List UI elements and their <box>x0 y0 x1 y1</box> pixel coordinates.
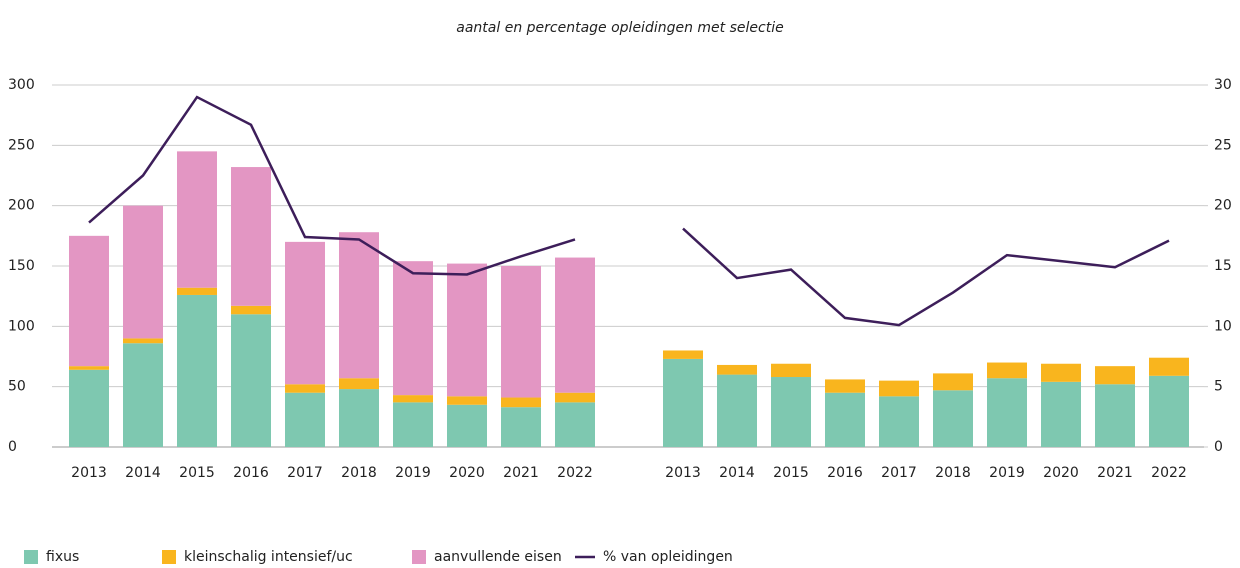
bar-segment <box>339 232 379 379</box>
bar-segment <box>717 374 757 447</box>
legend-label: fixus <box>46 549 79 565</box>
bar-segment <box>231 167 271 306</box>
bar-segment <box>123 343 163 447</box>
bar-segment <box>177 151 217 288</box>
y-tick-label: 300 <box>8 77 35 93</box>
bar-segment <box>825 379 865 393</box>
bar-segment <box>987 378 1027 447</box>
bar-segment <box>123 205 163 339</box>
x-tick-label: 2015 <box>773 465 809 481</box>
bar-segment <box>771 363 811 378</box>
x-tick-label: 2019 <box>989 465 1025 481</box>
y2-tick-label: 15 <box>1214 258 1232 274</box>
bar-segment <box>339 389 379 447</box>
bar-segment <box>393 402 433 447</box>
bar-segment <box>1149 375 1189 447</box>
x-tick-label: 2017 <box>881 465 917 481</box>
legend-label: kleinschalig intensief/uc <box>184 549 353 565</box>
bar-segment <box>879 396 919 447</box>
x-tick-label: 2016 <box>827 465 863 481</box>
x-tick-label: 2022 <box>557 465 593 481</box>
bar-segment <box>825 392 865 447</box>
y-tick-label: 50 <box>8 379 26 395</box>
y-tick-label: 150 <box>8 258 35 274</box>
y-tick-label: 0 <box>8 439 17 455</box>
x-tick-label: 2019 <box>395 465 431 481</box>
bar-segment <box>663 350 703 359</box>
legend-label: aanvullende eisen <box>434 549 562 565</box>
y-tick-label: 200 <box>8 198 35 214</box>
bar-segment <box>987 362 1027 379</box>
bar-segment <box>501 266 541 398</box>
x-tick-label: 2021 <box>1097 465 1133 481</box>
bar-segment <box>231 305 271 315</box>
bar-segment <box>771 377 811 447</box>
x-tick-label: 2018 <box>935 465 971 481</box>
bar-segment <box>231 314 271 447</box>
bar-segment <box>1149 357 1189 376</box>
x-tick-label: 2018 <box>341 465 377 481</box>
bar-segment <box>555 257 595 393</box>
x-tick-label: 2014 <box>719 465 755 481</box>
bar-segment <box>69 366 109 370</box>
bar-segment <box>933 373 973 391</box>
bar-segment <box>393 261 433 396</box>
bar-segment <box>555 392 595 403</box>
bar-segment <box>879 380 919 397</box>
x-tick-label: 2022 <box>1151 465 1187 481</box>
y2-tick-label: 30 <box>1214 77 1232 93</box>
legend-swatch <box>412 550 426 564</box>
bar-segment <box>1041 363 1081 382</box>
bar-segment <box>933 390 973 447</box>
bar-segment <box>69 369 109 447</box>
bar-segment <box>501 397 541 408</box>
legend-swatch <box>162 550 176 564</box>
x-tick-label: 2013 <box>665 465 701 481</box>
bar-segment <box>1095 366 1135 385</box>
bar-segment <box>447 396 487 405</box>
x-tick-label: 2017 <box>287 465 323 481</box>
bar-segment <box>69 235 109 367</box>
legend-swatch <box>24 550 38 564</box>
y2-tick-label: 10 <box>1214 318 1232 334</box>
bar-segment <box>285 384 325 393</box>
bar-segment <box>663 358 703 447</box>
y-tick-label: 100 <box>8 318 35 334</box>
y-tick-label: 250 <box>8 137 35 153</box>
chart-title: aantal en percentage opleidingen met sel… <box>456 20 783 36</box>
y2-tick-label: 20 <box>1214 198 1232 214</box>
legend-label: % van opleidingen <box>603 549 733 565</box>
bar-segment <box>501 407 541 447</box>
x-tick-label: 2013 <box>71 465 107 481</box>
bar-segment <box>285 392 325 447</box>
x-tick-label: 2020 <box>449 465 485 481</box>
line <box>88 95 1170 327</box>
bar-segment <box>177 294 217 447</box>
bar-segment <box>393 395 433 403</box>
bar-segment <box>123 338 163 344</box>
y2-tick-label: 25 <box>1214 137 1232 153</box>
bar-segment <box>285 241 325 385</box>
bar-segment <box>555 402 595 447</box>
bar-segment <box>177 287 217 295</box>
y2-tick-label: 5 <box>1214 379 1223 395</box>
bar-segment <box>447 263 487 397</box>
x-tick-label: 2016 <box>233 465 269 481</box>
bar-segment <box>447 404 487 447</box>
bar-segment <box>1095 384 1135 447</box>
x-tick-label: 2014 <box>125 465 161 481</box>
x-tick-label: 2020 <box>1043 465 1079 481</box>
x-tick-label: 2015 <box>179 465 215 481</box>
x-tick-label: 2021 <box>503 465 539 481</box>
bar-segment <box>1041 381 1081 447</box>
bar-segment <box>339 378 379 390</box>
y2-tick-label: 0 <box>1214 439 1223 455</box>
bar-segment <box>717 364 757 375</box>
